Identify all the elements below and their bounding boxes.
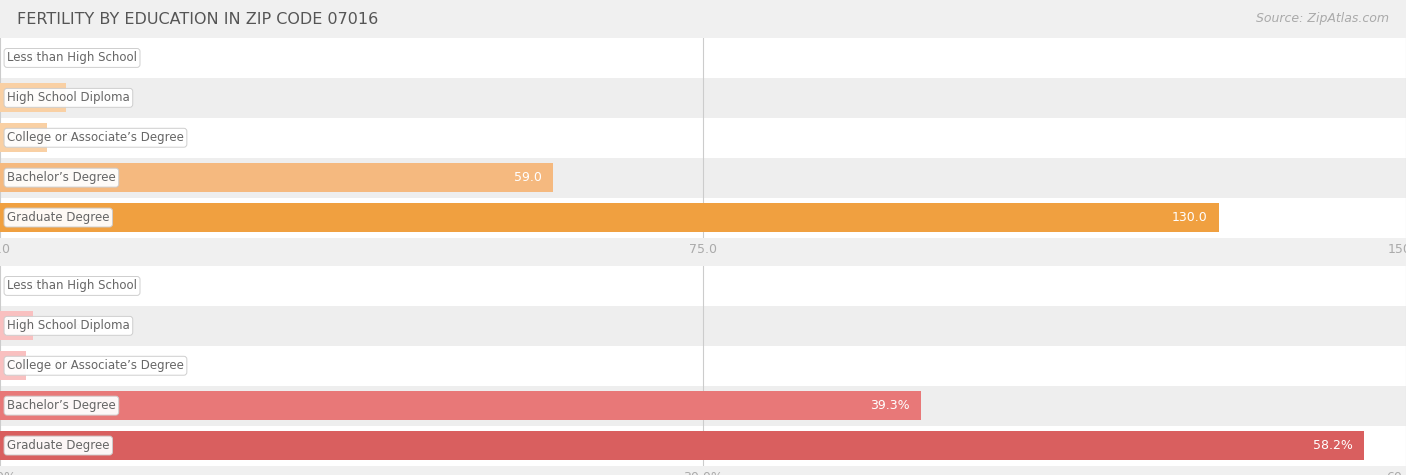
Bar <box>0 163 553 192</box>
Bar <box>0 198 1406 238</box>
Bar <box>0 78 1406 118</box>
Bar <box>0 306 1406 346</box>
Text: 0.0%: 0.0% <box>17 279 49 293</box>
Text: 58.2%: 58.2% <box>1313 439 1353 452</box>
Text: Less than High School: Less than High School <box>7 279 136 293</box>
Text: 59.0: 59.0 <box>515 171 541 184</box>
Bar <box>0 391 921 420</box>
Text: Less than High School: Less than High School <box>7 51 136 65</box>
Bar <box>0 84 66 112</box>
Bar <box>0 203 1219 232</box>
Bar <box>0 158 1406 198</box>
Text: 39.3%: 39.3% <box>870 399 910 412</box>
Text: College or Associate’s Degree: College or Associate’s Degree <box>7 359 184 372</box>
Bar <box>0 386 1406 426</box>
Text: High School Diploma: High School Diploma <box>7 91 129 104</box>
Text: Bachelor’s Degree: Bachelor’s Degree <box>7 399 115 412</box>
Text: FERTILITY BY EDUCATION IN ZIP CODE 07016: FERTILITY BY EDUCATION IN ZIP CODE 07016 <box>17 12 378 27</box>
Bar <box>0 312 32 340</box>
Text: Graduate Degree: Graduate Degree <box>7 439 110 452</box>
Text: 130.0: 130.0 <box>1171 211 1208 224</box>
Text: 1.1%: 1.1% <box>42 359 75 372</box>
Text: High School Diploma: High School Diploma <box>7 319 129 332</box>
Text: College or Associate’s Degree: College or Associate’s Degree <box>7 131 184 144</box>
Bar <box>0 124 46 152</box>
Text: 7.0: 7.0 <box>83 91 103 104</box>
Text: Bachelor’s Degree: Bachelor’s Degree <box>7 171 115 184</box>
Bar <box>0 431 1364 460</box>
Text: Source: ZipAtlas.com: Source: ZipAtlas.com <box>1256 12 1389 25</box>
Bar <box>0 266 1406 306</box>
Bar <box>0 346 1406 386</box>
Text: 1.4%: 1.4% <box>49 319 82 332</box>
Bar <box>0 38 1406 78</box>
Bar <box>0 426 1406 466</box>
Bar <box>0 352 25 380</box>
Text: 0.0: 0.0 <box>17 51 37 65</box>
Text: 5.0: 5.0 <box>63 131 84 144</box>
Text: Graduate Degree: Graduate Degree <box>7 211 110 224</box>
Bar <box>0 118 1406 158</box>
